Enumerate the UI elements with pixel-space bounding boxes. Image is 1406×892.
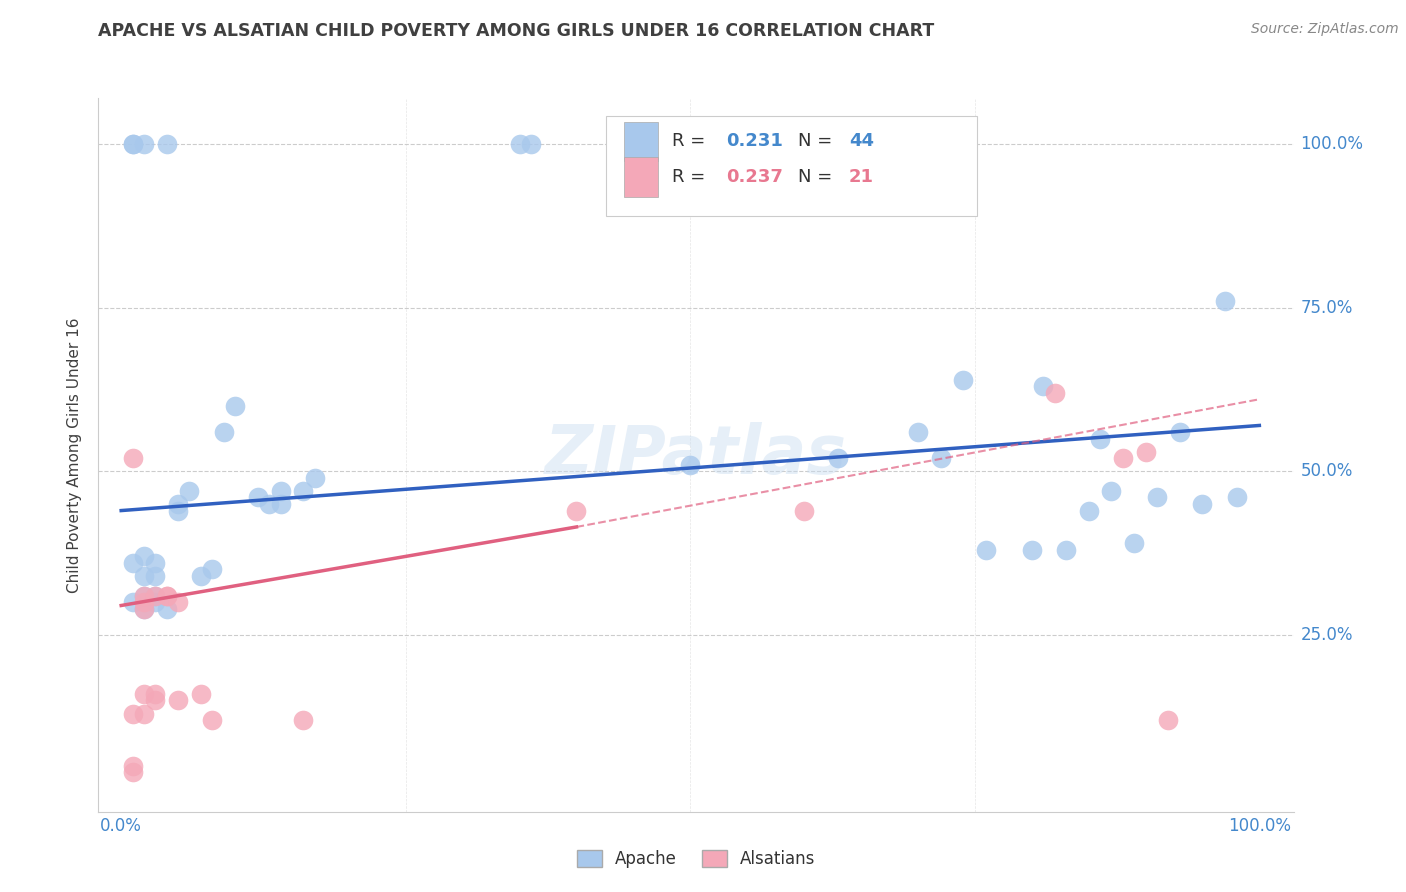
Point — [132, 589, 155, 603]
Text: 50.0%: 50.0% — [1301, 462, 1353, 480]
Point — [1213, 294, 1236, 309]
Bar — [624, 121, 658, 161]
Point — [121, 759, 143, 773]
Point — [121, 136, 143, 151]
Y-axis label: Child Poverty Among Girls Under 16: Child Poverty Among Girls Under 16 — [67, 318, 83, 592]
Point — [1157, 713, 1180, 727]
Point — [201, 562, 224, 576]
Point — [121, 706, 143, 721]
Point — [190, 687, 212, 701]
Point — [1021, 542, 1043, 557]
Point — [257, 497, 280, 511]
Point — [565, 503, 588, 517]
Point — [156, 136, 179, 151]
Text: R =: R = — [672, 168, 711, 186]
Point — [143, 687, 166, 701]
Point — [212, 425, 235, 439]
Point — [132, 601, 155, 615]
Text: N =: N = — [797, 168, 838, 186]
Bar — [624, 157, 658, 196]
Point — [1191, 497, 1213, 511]
Point — [1135, 444, 1157, 458]
Point — [143, 595, 166, 609]
Point — [143, 569, 166, 583]
Point — [246, 491, 269, 505]
Point — [156, 601, 179, 615]
Point — [827, 451, 849, 466]
Point — [1088, 432, 1111, 446]
Point — [143, 693, 166, 707]
Point — [679, 458, 702, 472]
Point — [121, 451, 143, 466]
Point — [121, 556, 143, 570]
Text: 25.0%: 25.0% — [1301, 626, 1353, 644]
Point — [793, 503, 815, 517]
Point — [1112, 451, 1135, 466]
Point — [1043, 385, 1066, 400]
Point — [121, 595, 143, 609]
Point — [201, 713, 224, 727]
Point — [974, 542, 997, 557]
Point — [952, 373, 974, 387]
Text: APACHE VS ALSATIAN CHILD POVERTY AMONG GIRLS UNDER 16 CORRELATION CHART: APACHE VS ALSATIAN CHILD POVERTY AMONG G… — [98, 22, 935, 40]
Point — [132, 549, 155, 564]
Point — [143, 589, 166, 603]
Point — [1226, 491, 1249, 505]
Point — [1146, 491, 1168, 505]
FancyBboxPatch shape — [606, 116, 977, 216]
Point — [224, 399, 246, 413]
Text: 100.0%: 100.0% — [1301, 135, 1364, 153]
Point — [121, 765, 143, 780]
Point — [132, 569, 155, 583]
Text: Source: ZipAtlas.com: Source: ZipAtlas.com — [1251, 22, 1399, 37]
Point — [143, 556, 166, 570]
Point — [132, 589, 155, 603]
Point — [156, 589, 179, 603]
Point — [132, 706, 155, 721]
Point — [270, 497, 292, 511]
Point — [1077, 503, 1099, 517]
Point — [167, 595, 190, 609]
Point — [167, 693, 190, 707]
Point — [167, 503, 190, 517]
Point — [1099, 483, 1122, 498]
Point — [132, 595, 155, 609]
Text: 0.231: 0.231 — [725, 132, 783, 150]
Point — [179, 483, 201, 498]
Point — [292, 483, 315, 498]
Point — [520, 136, 543, 151]
Point — [132, 687, 155, 701]
Point — [143, 589, 166, 603]
Point — [929, 451, 952, 466]
Point — [1168, 425, 1191, 439]
Legend: Apache, Alsatians: Apache, Alsatians — [569, 843, 823, 875]
Point — [292, 713, 315, 727]
Point — [156, 589, 179, 603]
Text: 0.237: 0.237 — [725, 168, 783, 186]
Point — [270, 483, 292, 498]
Point — [1054, 542, 1077, 557]
Point — [509, 136, 531, 151]
Point — [907, 425, 929, 439]
Text: N =: N = — [797, 132, 838, 150]
Text: 75.0%: 75.0% — [1301, 299, 1353, 317]
Point — [121, 136, 143, 151]
Point — [1123, 536, 1146, 550]
Point — [132, 601, 155, 615]
Point — [132, 136, 155, 151]
Point — [1032, 379, 1054, 393]
Text: R =: R = — [672, 132, 711, 150]
Text: 44: 44 — [849, 132, 875, 150]
Point — [304, 471, 326, 485]
Text: 21: 21 — [849, 168, 875, 186]
Point — [190, 569, 212, 583]
Point — [167, 497, 190, 511]
Text: ZIPatlas: ZIPatlas — [546, 422, 846, 488]
